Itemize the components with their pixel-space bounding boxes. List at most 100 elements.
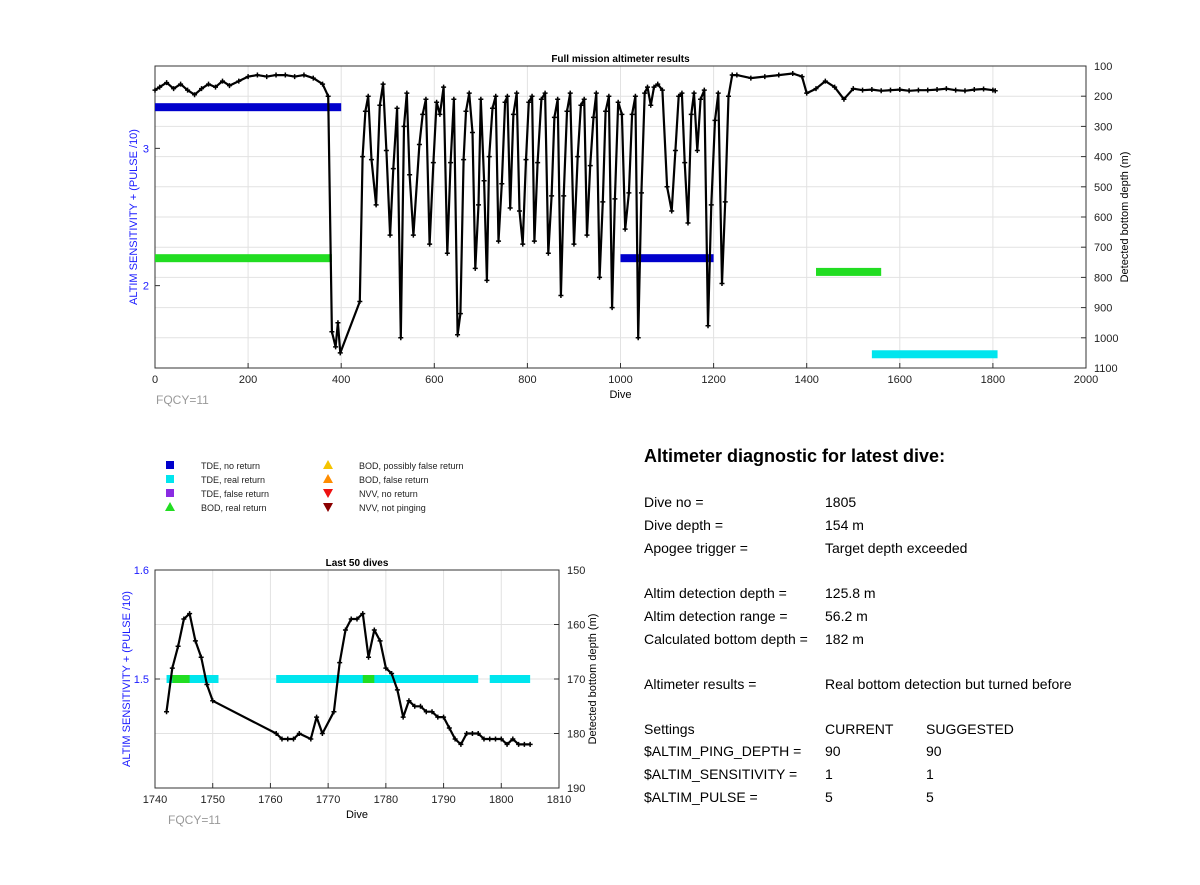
last-depth-point	[406, 698, 412, 704]
main-depth-point	[192, 92, 198, 98]
main-depth-point	[157, 84, 163, 90]
last-marker-band	[362, 675, 375, 683]
main-depth-point	[688, 111, 694, 117]
last-depth-point	[169, 665, 175, 671]
main-yright-tick-label: 1100	[1094, 363, 1118, 375]
main-depth-point	[597, 274, 603, 280]
main-depth-point	[790, 71, 796, 77]
main-xtick-label: 0	[152, 374, 158, 386]
main-depth-point	[981, 86, 987, 92]
main-depth-point	[606, 93, 612, 99]
main-depth-point	[600, 199, 606, 205]
main-depth-point	[679, 90, 685, 96]
last-depth-point	[366, 654, 372, 660]
settings-label: $ALTIM_PING_DEPTH =	[644, 743, 802, 759]
last-depth-point	[204, 681, 210, 687]
last-depth-point	[516, 741, 522, 747]
main-depth-point	[632, 93, 638, 99]
main-depth-point	[335, 320, 341, 326]
main-xlabel: Dive	[609, 389, 631, 401]
main-depth-point	[564, 108, 570, 114]
main-depth-point	[712, 117, 718, 123]
main-depth-point	[380, 81, 386, 87]
last-marker-band	[172, 675, 190, 683]
main-depth-point	[622, 226, 628, 232]
main-depth-point	[691, 90, 697, 96]
main-depth-point	[567, 90, 573, 96]
settings-suggested: 90	[926, 743, 942, 759]
main-depth-point	[502, 99, 508, 105]
last-depth-point	[435, 714, 441, 720]
last-ylabel-right: Detected bottom depth (m)	[587, 614, 599, 745]
main-depth-point	[337, 350, 343, 356]
last-depth-point	[354, 616, 360, 622]
main-depth-point	[152, 87, 158, 93]
last-depth-point	[493, 736, 499, 742]
main-depth-point	[390, 166, 396, 172]
main-depth-point	[619, 111, 625, 117]
main-depth-point	[561, 193, 567, 199]
main-depth-point	[664, 184, 670, 190]
diagnostic-value: 182 m	[825, 631, 864, 647]
main-marker-band	[155, 254, 332, 263]
last-xtick-label: 1800	[489, 794, 513, 806]
last-depth-point	[164, 709, 170, 715]
main-depth-point	[472, 265, 478, 271]
last-depth-point	[464, 731, 470, 736]
main-yleft-tick-label: 2	[143, 281, 149, 293]
main-depth-point	[531, 238, 537, 244]
last-depth-point	[412, 703, 418, 709]
main-xtick-label: 1400	[794, 374, 818, 386]
main-yright-tick-label: 300	[1094, 121, 1112, 133]
main-depth-point	[481, 178, 487, 184]
last-depth-point	[441, 714, 447, 720]
main-depth-point	[551, 114, 557, 120]
settings-suggested: 5	[926, 789, 934, 805]
main-depth-point	[685, 220, 691, 226]
main-depth-point	[420, 111, 426, 117]
last-yright-tick-label: 170	[567, 674, 585, 686]
main-depth-point	[887, 87, 893, 93]
main-depth-point	[694, 148, 700, 154]
main-depth-point	[404, 90, 410, 96]
main-depth-point	[507, 205, 513, 211]
settings-suggested: SUGGESTED	[926, 721, 1014, 737]
last-depth-point	[377, 638, 383, 644]
last-yright-tick-label: 190	[567, 783, 585, 795]
main-depth-point	[383, 148, 389, 154]
main-depth-point	[925, 87, 931, 93]
main-depth-point	[320, 81, 326, 87]
main-yright-tick-label: 100	[1094, 61, 1112, 73]
last-ylabel-left: ALTIM SENSITIVITY + (PULSE /10)	[121, 591, 133, 767]
main-depth-point	[199, 86, 205, 92]
main-depth-point	[992, 88, 998, 94]
main-depth-point	[943, 86, 949, 92]
main-depth-point	[762, 74, 768, 80]
last-depth-point	[521, 741, 527, 747]
settings-current: CURRENT	[825, 721, 894, 737]
diagnostic-title: Altimeter diagnostic for latest dive:	[644, 446, 946, 466]
main-plot: 0 200 400 600 800 1000 1200 1400 1600 1800 2000 100…	[128, 54, 1131, 407]
main-depth-point	[496, 238, 502, 244]
main-depth-point	[401, 123, 407, 129]
last-depth-point	[510, 736, 516, 742]
main-depth-point	[615, 99, 621, 105]
main-depth-point	[430, 160, 436, 166]
settings-current: 5	[825, 789, 833, 805]
main-depth-point	[416, 142, 422, 148]
last-marker-band	[489, 675, 531, 683]
main-depth-point	[776, 72, 782, 78]
main-depth-point	[897, 87, 903, 93]
main-xtick-label: 800	[518, 374, 536, 386]
main-title: Full mission altimeter results	[551, 54, 690, 65]
main-yright-tick-label: 700	[1094, 242, 1112, 254]
main-marker-band	[620, 254, 714, 263]
diagnostic-label: Altim detection range =	[644, 608, 788, 624]
main-depth-point	[571, 241, 577, 247]
main-depth-point	[461, 157, 467, 163]
last-depth-point	[458, 741, 464, 747]
last-depth-point	[314, 714, 320, 720]
main-depth-point	[368, 157, 374, 163]
last-depth-point	[181, 616, 187, 622]
